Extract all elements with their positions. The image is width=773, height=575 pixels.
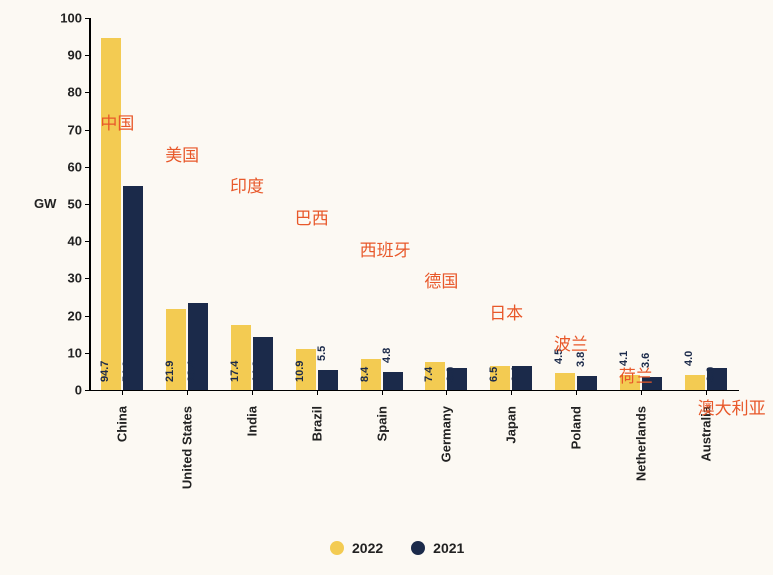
- annotation-label: 美国: [165, 141, 199, 166]
- bar-value-label: 54.9: [121, 361, 133, 382]
- x-category-label: Spain: [374, 400, 389, 441]
- annotation-label: 巴西: [295, 204, 329, 229]
- x-category-label: Germany: [439, 400, 454, 462]
- gw-bar-chart: 0102030405060708090100GW94.754.9China中国2…: [0, 0, 773, 575]
- x-category-label: India: [245, 400, 260, 436]
- bar-v2022: 4.5: [555, 373, 575, 390]
- legend: 2022 2021: [330, 540, 464, 556]
- annotation-label: 波兰: [554, 330, 588, 355]
- bar-v2021: 6.0: [707, 368, 727, 390]
- bar-value-label: 21.9: [164, 361, 176, 382]
- y-axis-label: GW: [34, 196, 56, 211]
- annotation-label: 印度: [230, 172, 264, 197]
- bar-value-label: 6.0: [705, 367, 717, 382]
- legend-item: 2022: [330, 540, 383, 556]
- bar-v2021: 3.8: [577, 376, 597, 390]
- x-tick: [511, 390, 512, 395]
- x-tick: [122, 390, 123, 395]
- bar-value-label: 94.7: [99, 361, 111, 382]
- x-category-label: China: [115, 400, 130, 442]
- bar-value-label: 14.2: [251, 361, 263, 382]
- x-category-label: Netherlands: [633, 400, 648, 481]
- bar-v2022: 8.4: [361, 359, 381, 390]
- legend-item: 2021: [411, 540, 464, 556]
- annotation-label: 日本: [489, 299, 523, 324]
- annotation-label: 荷兰: [619, 362, 653, 387]
- bar-value-label: 6.0: [445, 367, 457, 382]
- bar-v2021: 6.0: [447, 368, 467, 390]
- bar-v2021: 54.9: [123, 186, 143, 390]
- bar-v2022: 10.9: [296, 349, 316, 390]
- bar-value-label: 8.4: [359, 367, 371, 382]
- annotation-label: 德国: [424, 267, 458, 292]
- bar-v2021: 14.2: [253, 337, 273, 390]
- bar-value-label: 10.9: [294, 361, 306, 382]
- x-tick: [382, 390, 383, 395]
- x-tick: [576, 390, 577, 395]
- x-tick: [641, 390, 642, 395]
- bar-value-label: 17.4: [229, 361, 241, 382]
- bar-v2021: 5.5: [318, 370, 338, 390]
- legend-swatch: [330, 541, 344, 555]
- x-category-label: Japan: [504, 400, 519, 444]
- bar-v2021: 6.4: [512, 366, 532, 390]
- bar-v2022: 94.7: [101, 38, 121, 390]
- bar-v2021: 23.4: [188, 303, 208, 390]
- bar-v2022: 6.5: [490, 366, 510, 390]
- annotation-label: 澳大利亚: [698, 394, 766, 419]
- legend-label: 2021: [433, 540, 464, 556]
- bar-value-label: 5.5: [316, 345, 328, 360]
- bar-value-label: 6.5: [488, 367, 500, 382]
- bar-value-label: 6.4: [510, 367, 522, 382]
- x-tick: [252, 390, 253, 395]
- bar-value-label: 23.4: [186, 361, 198, 382]
- x-tick: [187, 390, 188, 395]
- legend-label: 2022: [352, 540, 383, 556]
- bar-v2022: 7.4: [425, 362, 445, 390]
- x-category-label: United States: [180, 400, 195, 489]
- x-category-label: Brazil: [309, 400, 324, 441]
- plot-area: 0102030405060708090100GW94.754.9China中国2…: [90, 18, 738, 390]
- bar-v2021: 4.8: [383, 372, 403, 390]
- x-tick: [317, 390, 318, 395]
- bar-v2022: 21.9: [166, 309, 186, 390]
- x-tick: [446, 390, 447, 395]
- bar-v2022: 4.0: [685, 375, 705, 390]
- annotation-label: 中国: [100, 109, 134, 134]
- x-category-label: Poland: [569, 400, 584, 449]
- bar-value-label: 4.0: [683, 351, 695, 366]
- y-axis: [89, 18, 91, 391]
- legend-swatch: [411, 541, 425, 555]
- bar-value-label: 7.4: [423, 367, 435, 382]
- bar-value-label: 4.8: [381, 348, 393, 363]
- bar-v2022: 17.4: [231, 325, 251, 390]
- annotation-label: 西班牙: [360, 236, 411, 261]
